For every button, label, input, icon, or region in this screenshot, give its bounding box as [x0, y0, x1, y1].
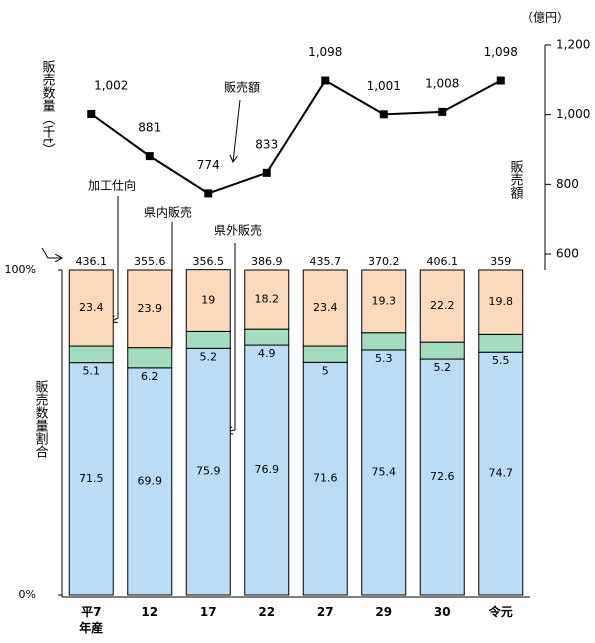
segment-label: 23.4 — [313, 301, 338, 314]
series-annotation: 県内販売 — [144, 205, 192, 220]
value-label: 1,098 — [308, 45, 342, 59]
bar-segment — [127, 367, 173, 596]
segment-label: 69.9 — [138, 474, 163, 487]
segment-label: 71.5 — [79, 472, 104, 485]
segment-label: 71.6 — [313, 472, 338, 485]
x-tick-label: 17 — [199, 605, 217, 619]
bar-segment — [185, 347, 231, 596]
line-point — [87, 109, 96, 118]
totals-label: 販売数量（千t） — [40, 60, 56, 156]
line-point — [262, 168, 271, 177]
segment-label: 75.4 — [372, 465, 397, 478]
y-tick-label: 0% — [19, 588, 36, 601]
x-tick-label: 27 — [316, 605, 334, 619]
y2-tick-label: 600 — [556, 247, 579, 261]
bar-segment — [478, 333, 524, 353]
bar-segment — [419, 269, 465, 343]
segment-label: 5.5 — [492, 354, 510, 367]
segment-label: 23.9 — [138, 302, 163, 315]
series-annotation: 県外販売 — [214, 223, 262, 238]
x-tick-label: 30 — [433, 605, 451, 619]
bar-segment — [302, 269, 348, 347]
x-tick-label: 平7 年産 — [79, 605, 104, 635]
segment-label: 75.9 — [196, 465, 221, 478]
bar-segment — [419, 341, 465, 360]
total-label: 359 — [490, 255, 511, 268]
y2-tick-label: 1,200 — [556, 38, 590, 52]
line-legend: 販売額 — [224, 80, 260, 95]
segment-label: 5.2 — [200, 350, 218, 363]
line-point — [379, 110, 388, 119]
value-label: 881 — [138, 121, 161, 135]
bar-segment — [302, 361, 348, 596]
y-axis-label: 販売数量割合 — [33, 380, 49, 458]
value-label: 1,001 — [367, 79, 401, 93]
segment-label: 23.4 — [79, 301, 104, 314]
segment-label: 22.2 — [430, 299, 455, 312]
segment-label: 5.1 — [83, 365, 101, 378]
bar-segment — [68, 269, 114, 347]
x-tick-label: 22 — [258, 605, 276, 619]
segment-label: 18.2 — [255, 293, 280, 306]
x-tick-label: 12 — [141, 605, 159, 619]
bar-segment — [419, 358, 465, 596]
total-label: 435.7 — [310, 255, 342, 268]
y2-tick-label: 1,000 — [556, 107, 590, 121]
bar-segment — [244, 344, 290, 596]
segment-label: 4.9 — [258, 347, 276, 360]
bar-segment — [185, 330, 231, 349]
segment-label: 5.2 — [434, 361, 452, 374]
line-point — [204, 189, 213, 198]
value-label: 774 — [197, 158, 220, 172]
y2-tick-label: 800 — [556, 177, 579, 191]
value-label: 1,002 — [94, 78, 128, 92]
total-label: 370.2 — [368, 255, 400, 268]
line-point — [145, 152, 154, 161]
value-label: 1,008 — [425, 76, 459, 90]
bar-segment — [302, 345, 348, 363]
segment-label: 76.9 — [255, 463, 280, 476]
bar-segment — [127, 269, 173, 349]
segment-label: 5.3 — [375, 352, 393, 365]
y-tick-label: 100% — [5, 263, 36, 276]
total-label: 406.1 — [427, 255, 459, 268]
y2-axis-label: 販売額 — [508, 160, 524, 200]
line-point — [438, 107, 447, 116]
bar-segment — [185, 269, 231, 332]
segment-label: 19 — [201, 294, 215, 307]
value-label: 833 — [255, 137, 278, 151]
bar-segment — [68, 362, 114, 596]
bar-segment — [478, 269, 524, 335]
line — [90, 79, 502, 195]
segment-label: 19.8 — [489, 295, 514, 308]
bar-segment — [478, 351, 524, 596]
bar-segment — [244, 328, 290, 346]
segment-label: 74.7 — [489, 467, 514, 480]
series-annotation: 加工仕向 — [88, 178, 136, 193]
bar-segment — [68, 345, 114, 364]
total-label: 386.9 — [251, 255, 283, 268]
segment-label: 6.2 — [141, 370, 159, 383]
total-label: 355.6 — [134, 255, 166, 268]
segment-label: 19.3 — [372, 294, 397, 307]
bar-segment — [127, 347, 173, 369]
segment-label: 5 — [322, 364, 329, 377]
bar-segment — [361, 349, 407, 596]
bar-segment — [244, 269, 290, 330]
total-label: 436.1 — [76, 255, 108, 268]
line-point — [496, 76, 505, 85]
line-point — [321, 76, 330, 85]
bar-segment — [361, 332, 407, 351]
total-label: 356.5 — [193, 255, 225, 268]
segment-label: 72.6 — [430, 470, 455, 483]
value-label: 1,098 — [484, 45, 518, 59]
x-tick-label: 令元 — [488, 605, 513, 619]
x-tick-label: 29 — [375, 605, 393, 619]
y2-unit: （億円） — [521, 11, 569, 25]
bar-segment — [361, 269, 407, 334]
